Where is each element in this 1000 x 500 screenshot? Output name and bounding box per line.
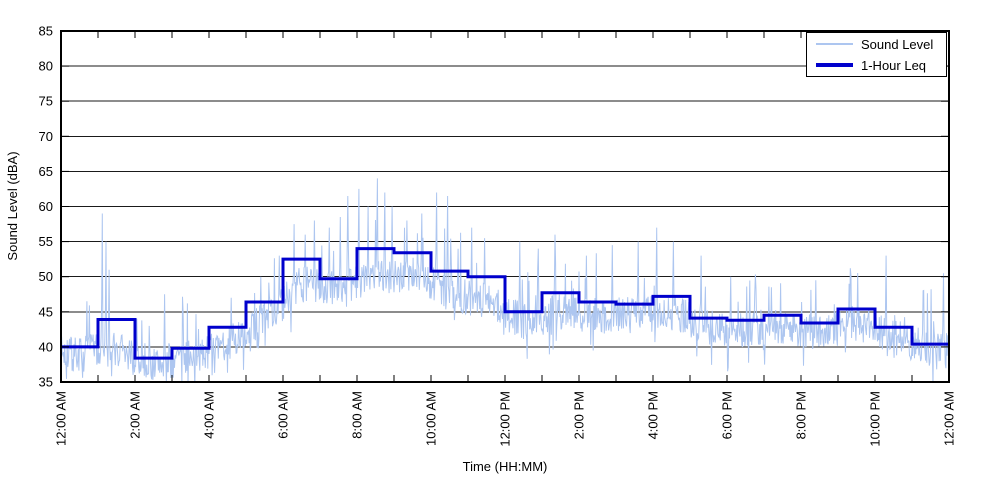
x-tick-label: 12:00 AM [942,391,957,446]
legend-label-sound-level: Sound Level [861,36,934,52]
legend-item-leq: 1-Hour Leq [807,57,946,73]
y-tick-label: 65 [39,164,53,179]
x-tick-label: 10:00 AM [424,391,439,446]
legend-item-sound-level: Sound Level [807,36,946,52]
plot-border [60,30,950,383]
y-tick-label: 85 [39,24,53,39]
x-tick-label: 12:00 AM [54,391,69,446]
x-tick-label: 4:00 AM [202,391,217,439]
y-tick-label: 40 [39,339,53,354]
x-tick-label: 2:00 PM [572,391,587,439]
y-tick-label: 35 [39,375,53,390]
x-tick-label: 2:00 AM [128,391,143,439]
sound-level-line-sample [816,43,853,45]
x-tick-label: 4:00 PM [646,391,661,439]
leq-series [61,247,949,360]
x-tick-label: 12:00 PM [498,391,513,447]
y-tick-label: 45 [39,304,53,319]
x-tick-label: 8:00 AM [350,391,365,439]
legend-label-leq: 1-Hour Leq [861,57,927,73]
y-axis-title: Sound Level (dBA) [5,151,20,260]
y-tick-label: 50 [39,269,53,284]
x-tick-label: 6:00 PM [720,391,735,439]
x-tick-label: 6:00 AM [276,391,291,439]
y-tick-label: 75 [39,94,53,109]
x-tick-label: 8:00 PM [794,391,809,439]
x-tick-label: 10:00 PM [868,391,883,447]
legend: Sound Level 1-Hour Leq [806,32,947,77]
leq-line-sample [816,63,853,67]
x-axis-title: Time (HH:MM) [463,459,548,474]
y-tick-label: 60 [39,199,53,214]
y-tick-label: 55 [39,234,53,249]
y-tick-label: 70 [39,129,53,144]
y-tick-label: 80 [39,59,53,74]
